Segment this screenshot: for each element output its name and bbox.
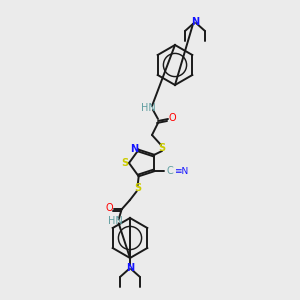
Text: S: S [134,183,141,193]
Text: S: S [122,158,129,168]
Text: N: N [191,17,199,27]
Text: S: S [158,143,166,153]
Text: C: C [166,166,173,176]
Text: O: O [168,113,176,123]
Text: ≡N: ≡N [174,167,189,176]
Text: N: N [130,144,139,154]
Text: HN: HN [108,216,123,226]
Text: O: O [106,203,113,213]
Text: HN: HN [141,103,155,113]
Text: N: N [126,263,134,273]
